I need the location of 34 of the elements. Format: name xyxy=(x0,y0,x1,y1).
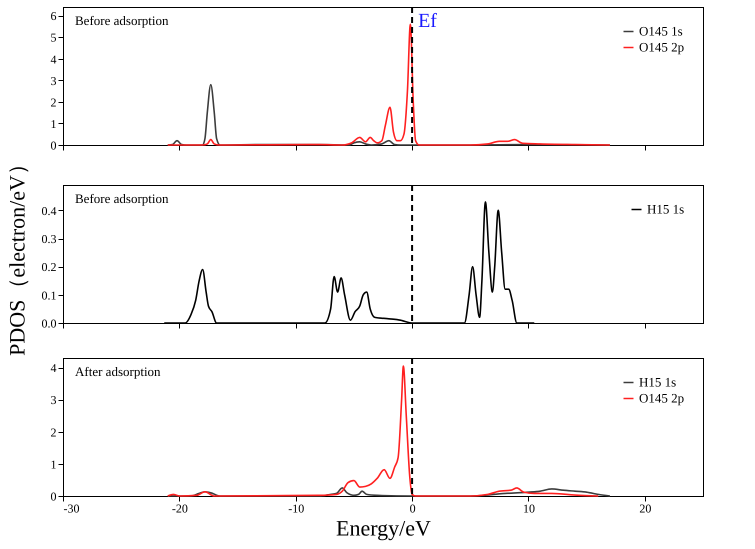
x-tick-label: 20 xyxy=(639,502,652,516)
annotation: Before adsorption xyxy=(75,191,169,206)
y-tick-label: 0.2 xyxy=(42,260,56,274)
y-tick-label: 0.3 xyxy=(42,232,56,246)
ref-line-label: Ef xyxy=(418,10,438,32)
x-tick-label: -20 xyxy=(172,502,188,516)
x-tick-label: 10 xyxy=(522,502,535,516)
y-tick-label: 5 xyxy=(50,30,56,45)
x-axis-title: Energy/eV xyxy=(336,516,432,540)
y-axis-title: PDOS（electron/eV） xyxy=(4,153,30,356)
y-tick-label: 6 xyxy=(50,9,56,24)
x-tick-label: -10 xyxy=(288,502,304,516)
y-tick-label: 0 xyxy=(50,138,56,152)
annotation: After adsorption xyxy=(75,364,162,379)
y-tick-label: 4 xyxy=(50,361,56,376)
y-tick-label: 2 xyxy=(50,425,56,440)
y-tick-label: 1 xyxy=(50,116,56,131)
y-tick-label: 0.1 xyxy=(42,288,56,302)
y-tick-label: 1 xyxy=(50,457,56,472)
y-tick-label: 3 xyxy=(50,74,56,88)
annotation: Before adsorption xyxy=(75,13,169,28)
y-tick-label: 3 xyxy=(50,393,56,408)
y-tick-label: 2 xyxy=(50,95,56,110)
legend-label: O145 1s xyxy=(639,24,683,38)
legend-label: O145 2p xyxy=(639,40,684,54)
legend-label: H15 1s xyxy=(647,202,684,216)
legend-label: O145 2p xyxy=(639,390,684,406)
x-tick-label: -30 xyxy=(64,502,80,516)
legend-label: H15 1s xyxy=(639,374,676,390)
x-tick-label: 0 xyxy=(410,502,416,516)
y-tick-label: 0 xyxy=(50,490,56,504)
y-tick-label: 0.0 xyxy=(42,316,56,330)
y-tick-label: 0.4 xyxy=(42,204,56,218)
y-tick-label: 4 xyxy=(50,52,56,66)
